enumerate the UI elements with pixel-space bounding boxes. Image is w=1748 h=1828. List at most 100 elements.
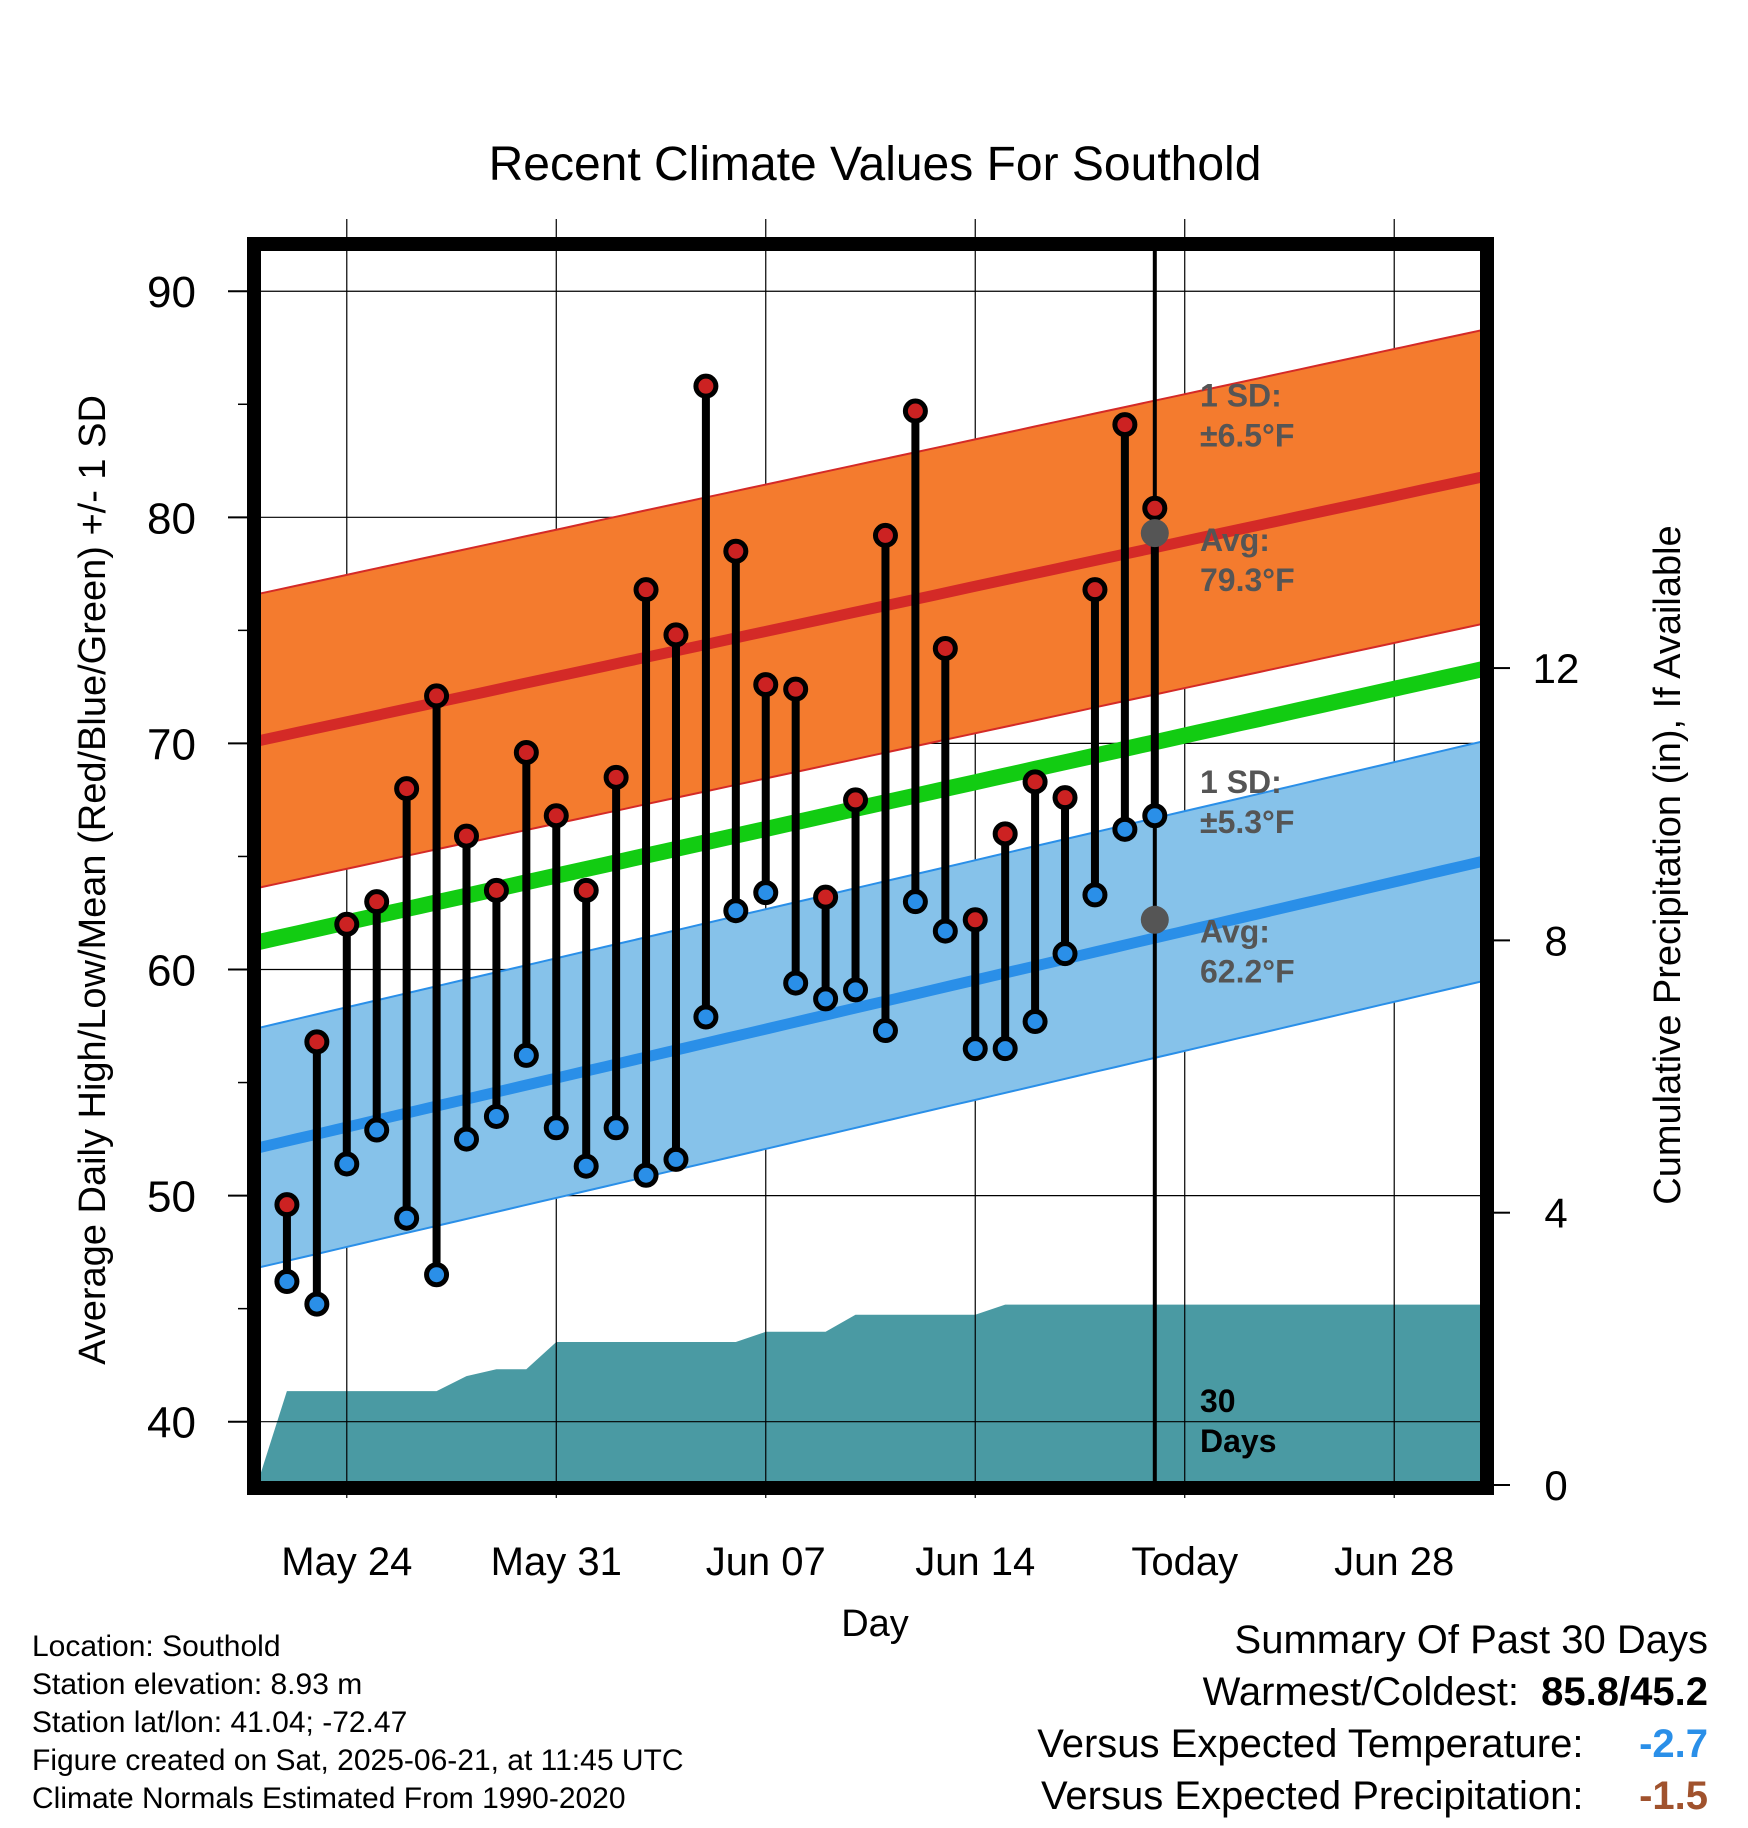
x-tick-label: Jun 14 xyxy=(915,1540,1035,1584)
low-avg-annotation: Avg: xyxy=(1200,913,1270,949)
x-axis-label: Day xyxy=(841,1603,909,1645)
temp-label: Versus Expected Temperature: xyxy=(1037,1722,1584,1766)
prcp-value: -1.5 xyxy=(1639,1774,1708,1818)
y2-tick-label: 8 xyxy=(1544,917,1567,964)
obs-high-point xyxy=(573,877,599,903)
x-tick-label: Today xyxy=(1131,1540,1238,1584)
precip-period-annotation: 30 xyxy=(1200,1383,1236,1419)
obs-high-point xyxy=(1022,769,1048,795)
obs-low-point xyxy=(843,977,869,1003)
summary-temp: Versus Expected Temperature: -2.7 xyxy=(1037,1722,1708,1767)
obs-high-point xyxy=(274,1192,300,1218)
obs-low-point xyxy=(992,1036,1018,1062)
obs-low-point xyxy=(633,1162,659,1188)
obs-low-point xyxy=(872,1018,898,1044)
low-sd-annotation: 1 SD: xyxy=(1200,764,1282,800)
temp-value: -2.7 xyxy=(1639,1722,1708,1766)
plot-frame xyxy=(247,237,1494,1495)
obs-low-point xyxy=(962,1036,988,1062)
obs-low-point xyxy=(693,1004,719,1030)
obs-high-point xyxy=(723,538,749,564)
station-info: Location: Southold Station elevation: 8.… xyxy=(32,1628,684,1818)
chart-title: Recent Climate Values For Southold xyxy=(489,138,1262,191)
info-normals: Climate Normals Estimated From 1990-2020 xyxy=(32,1782,626,1815)
obs-high-point xyxy=(603,764,629,790)
summary-warm-cold: Warmest/Coldest: 85.8/45.2 xyxy=(1203,1670,1708,1715)
high-sd-annotation: 1 SD: xyxy=(1200,378,1282,414)
obs-low-point xyxy=(1142,803,1168,829)
info-location: Location: Southold xyxy=(32,1630,281,1663)
obs-low-point xyxy=(1052,941,1078,967)
obs-high-point xyxy=(424,683,450,709)
obs-low-point xyxy=(813,986,839,1012)
summary-title: Summary Of Past 30 Days xyxy=(1234,1618,1708,1662)
y2-tick-label: 12 xyxy=(1533,645,1580,692)
obs-low-point xyxy=(1022,1009,1048,1035)
y-tick-label: 60 xyxy=(147,947,196,996)
prcp-label: Versus Expected Precipitation: xyxy=(1040,1774,1584,1818)
high-avg-annotation: 79.3°F xyxy=(1200,562,1295,598)
obs-low-point xyxy=(513,1042,539,1068)
obs-high-point xyxy=(633,577,659,603)
y2-axis-label: Cumulative Precipitation (in), If Availa… xyxy=(1647,525,1689,1204)
obs-high-point xyxy=(1082,577,1108,603)
y-tick-label: 70 xyxy=(147,720,196,769)
y-tick-label: 40 xyxy=(147,1399,196,1448)
x-tick-label: May 24 xyxy=(281,1540,412,1584)
y-tick-label: 50 xyxy=(147,1173,196,1222)
info-created: Figure created on Sat, 2025-06-21, at 11… xyxy=(32,1744,684,1777)
today-low-avg-point xyxy=(1140,905,1169,934)
obs-low-point xyxy=(753,880,779,906)
obs-low-point xyxy=(1112,816,1138,842)
normal-high-line xyxy=(255,471,1486,747)
y2-tick-label: 4 xyxy=(1544,1190,1567,1237)
obs-high-point xyxy=(304,1029,330,1055)
y-axis-label: Average Daily High/Low/Mean (Red/Blue/Gr… xyxy=(72,395,114,1365)
obs-high-point xyxy=(872,522,898,548)
y-tick-label: 80 xyxy=(147,494,196,543)
obs-high-point xyxy=(783,676,809,702)
precip-area xyxy=(257,1304,1484,1485)
y-tick-label: 90 xyxy=(147,268,196,317)
obs-high-point xyxy=(843,787,869,813)
high-sd-annotation: ±6.5°F xyxy=(1200,418,1294,454)
obs-high-point xyxy=(334,911,360,937)
normal-low-line xyxy=(255,855,1486,1154)
obs-high-point xyxy=(932,635,958,661)
low-avg-annotation: 62.2°F xyxy=(1200,953,1295,989)
x-tick-label: Jun 07 xyxy=(706,1540,826,1584)
obs-low-point xyxy=(304,1291,330,1317)
normal-mean-line xyxy=(255,660,1486,951)
obs-high-point xyxy=(394,776,420,802)
obs-high-point xyxy=(543,803,569,829)
obs-high-point xyxy=(753,672,779,698)
obs-low-point xyxy=(424,1262,450,1288)
obs-low-point xyxy=(274,1269,300,1295)
obs-high-point xyxy=(663,622,689,648)
obs-high-point xyxy=(813,884,839,910)
today-high-avg-point xyxy=(1140,519,1169,548)
obs-high-point xyxy=(513,739,539,765)
obs-low-point xyxy=(723,898,749,924)
obs-high-point xyxy=(693,373,719,399)
summary-prcp: Versus Expected Precipitation: -1.5 xyxy=(1041,1774,1708,1819)
y2-tick-label: 0 xyxy=(1544,1462,1567,1509)
obs-low-point xyxy=(334,1151,360,1177)
obs-low-point xyxy=(364,1117,390,1143)
obs-high-point xyxy=(962,907,988,933)
obs-low-point xyxy=(543,1115,569,1141)
info-latlon: Station lat/lon: 41.04; -72.47 xyxy=(32,1706,408,1739)
obs-low-point xyxy=(573,1153,599,1179)
obs-high-point xyxy=(902,398,928,424)
low-sd-annotation: ±5.3°F xyxy=(1200,804,1294,840)
obs-low-point xyxy=(603,1115,629,1141)
obs-low-point xyxy=(453,1126,479,1152)
obs-low-point xyxy=(902,889,928,915)
obs-low-point xyxy=(483,1103,509,1129)
obs-high-point xyxy=(483,877,509,903)
obs-high-point xyxy=(453,823,479,849)
obs-low-point xyxy=(783,970,809,996)
x-tick-label: May 31 xyxy=(491,1540,622,1584)
obs-low-point xyxy=(394,1205,420,1231)
